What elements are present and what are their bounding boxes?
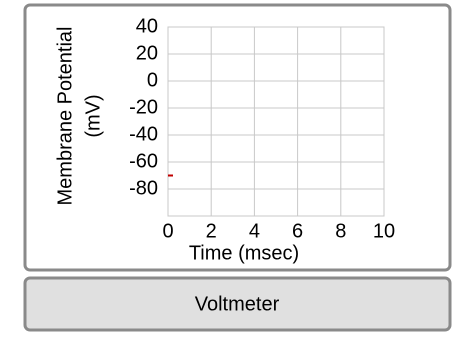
x-tick-label: 0 (162, 220, 173, 242)
chart-panel (23, 3, 452, 272)
x-tick-label: 4 (249, 220, 260, 242)
y-tick-label: 20 (136, 42, 158, 64)
y-tick-label: -40 (129, 123, 158, 145)
x-tick-label: 8 (335, 220, 346, 242)
y-tick-label: 40 (136, 15, 158, 37)
x-tick-label: 10 (373, 220, 395, 242)
y-axis-label: (mV) (82, 94, 104, 137)
y-axis-label: Membrane Potential (54, 27, 76, 206)
x-axis-label: Time (msec) (189, 242, 299, 264)
y-tick-label: 0 (147, 69, 158, 91)
button-label[interactable]: Voltmeter (195, 293, 280, 315)
y-tick-label: -80 (129, 177, 158, 199)
y-tick-label: -20 (129, 96, 158, 118)
y-tick-label: -60 (129, 150, 158, 172)
x-tick-label: 2 (206, 220, 217, 242)
voltmeter-button[interactable] (23, 276, 452, 332)
x-tick-label: 6 (292, 220, 303, 242)
